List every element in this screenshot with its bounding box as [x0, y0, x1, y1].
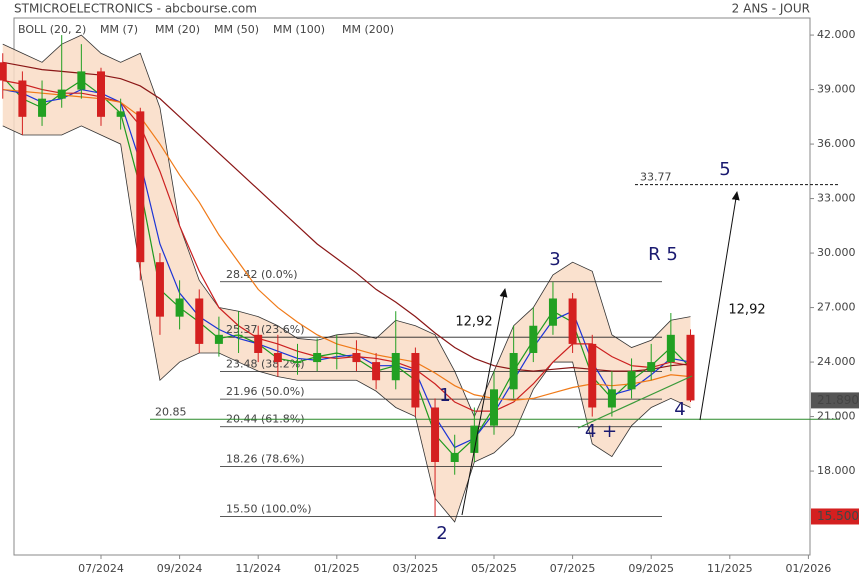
y-tick-label: 21.000: [817, 410, 856, 423]
wave-label: R 5: [648, 244, 678, 265]
x-tick-label: 01/2026: [786, 562, 832, 575]
last-price-tag-label: 21.890: [817, 393, 859, 407]
candle-body: [529, 325, 538, 353]
legend-item: MM (200): [342, 23, 394, 36]
candle-body: [450, 452, 459, 462]
x-tick-label: 09/2025: [628, 562, 674, 575]
x-tick-label: 01/2025: [314, 562, 360, 575]
legend-item: BOLL (20, 2): [18, 23, 86, 36]
candle-body: [195, 298, 204, 344]
candle-body: [214, 334, 223, 344]
candle-body: [372, 362, 381, 381]
y-tick-label: 39.000: [817, 83, 856, 96]
fib-label: 21.96 (50.0%): [226, 385, 305, 398]
candle-body: [155, 262, 164, 317]
candle-body: [18, 80, 27, 117]
candle-layer: [0, 35, 695, 517]
x-tick-label: 03/2025: [393, 562, 439, 575]
candle-body: [352, 352, 361, 363]
candle-body: [97, 71, 105, 117]
y-tick-label: 27.000: [817, 301, 856, 314]
candle-body: [391, 352, 400, 381]
wave-label: 2: [436, 523, 447, 544]
candle-body: [548, 298, 557, 326]
legend-item: MM (100): [273, 23, 325, 36]
candle-body: [116, 111, 125, 117]
candle-body: [293, 362, 302, 364]
wave-arrow: [699, 191, 740, 421]
candle-body: [470, 425, 479, 453]
fib-label: 23.48 (38.2%): [226, 358, 305, 371]
bollinger-upper: [2, 34, 691, 418]
band-layer: [2, 34, 691, 523]
wave-arrow: [461, 288, 508, 516]
candle-body: [686, 334, 695, 401]
candle-body: [411, 352, 420, 408]
candle-body: [588, 343, 597, 408]
candle-body: [490, 389, 498, 426]
candle-body: [332, 352, 341, 354]
candle-body: [568, 298, 577, 344]
candle-body: [57, 89, 66, 99]
chart-subtitle: 2 ANS - JOUR: [732, 2, 810, 16]
y-tick-label: 36.000: [817, 137, 856, 150]
chart-title: STMICROELECTRONICS - abcbourse.com: [14, 2, 257, 16]
wave-label: 4 +: [585, 421, 617, 442]
wave-label: 5: [719, 159, 730, 180]
fib-label: 18.26 (78.6%): [226, 452, 305, 465]
wave-label: 1: [439, 385, 450, 406]
y-tick-label: 24.000: [817, 355, 856, 368]
bollinger-band: [2, 35, 691, 522]
move-label: 12,92: [455, 315, 492, 330]
y-tick-label: 42.000: [817, 28, 856, 41]
support-label: 20.85: [155, 405, 187, 418]
moving-average: [2, 61, 691, 372]
candle-body: [647, 362, 656, 372]
candle-body: [254, 334, 263, 353]
wave-label: 3: [549, 249, 560, 270]
trend-line: [577, 375, 693, 429]
fib-label: 28.42 (0.0%): [226, 268, 298, 281]
plot-frame: [13, 17, 811, 556]
candle-body: [509, 352, 518, 390]
candle-body: [136, 111, 145, 263]
wave-label: 4: [674, 399, 685, 420]
candle-body: [38, 98, 47, 117]
x-tick-label: 05/2025: [471, 562, 517, 575]
fib-label: 15.50 (100.0%): [226, 502, 312, 515]
annotation-layer: 1 2 3 4 4 + 5 R 5 12,92 12,92 21.890 15.5…: [436, 159, 859, 544]
candle-body: [431, 407, 440, 462]
x-tick-label: 11/2024: [235, 562, 281, 575]
x-tick-label: 11/2025: [707, 562, 753, 575]
candle-body: [607, 389, 616, 408]
candle-body: [0, 62, 7, 81]
move-label: 12,92: [728, 303, 765, 318]
candle-body: [273, 352, 282, 363]
y-tick-label: 18.000: [817, 464, 856, 477]
legend-item: MM (50): [214, 23, 259, 36]
x-tick-label: 07/2024: [78, 562, 124, 575]
candle-body: [313, 352, 322, 363]
x-tick-label: 09/2024: [157, 562, 203, 575]
y-tick-label: 30.000: [817, 246, 856, 259]
bollinger-lower: [2, 125, 691, 523]
y-tick-label: 33.000: [817, 192, 856, 205]
candle-body: [77, 71, 86, 90]
low-price-tag-label: 15.500: [817, 509, 859, 523]
candle-body: [627, 371, 636, 390]
candle-body: [175, 298, 184, 317]
last-price-tag: [811, 392, 859, 409]
fib-label: 25.37 (23.6%): [226, 323, 305, 336]
legend-item: MM (20): [155, 23, 200, 36]
moving-average: [2, 88, 691, 401]
x-tick-label: 07/2025: [550, 562, 596, 575]
low-price-tag: [811, 508, 859, 525]
candle-body: [666, 334, 675, 363]
target-label: 33.77: [640, 171, 672, 184]
legend-item: MM (7): [100, 23, 138, 36]
candle-body: [234, 334, 243, 336]
